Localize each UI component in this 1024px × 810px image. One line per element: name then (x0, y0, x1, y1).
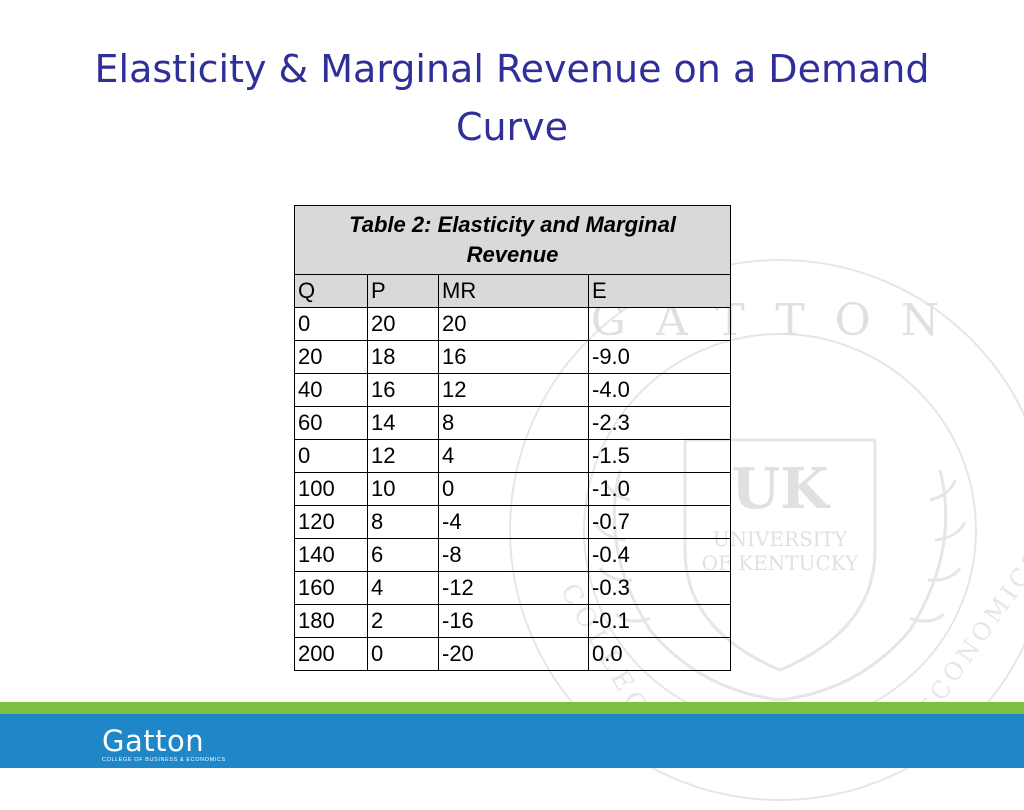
cell-e: -2.3 (587, 406, 732, 440)
logo-subtitle: COLLEGE OF BUSINESS & ECONOMICS (102, 757, 226, 763)
cell-e: -9.0 (587, 340, 732, 374)
cell-mr: -4 (438, 505, 589, 539)
cell-e (587, 307, 732, 341)
table-caption-row: Table 2: Elasticity and Marginal Revenue (293, 205, 732, 275)
cell-e: 0.0 (587, 637, 732, 671)
cell-mr: 8 (438, 406, 589, 440)
table-caption: Table 2: Elasticity and Marginal Revenue (293, 205, 732, 275)
cell-q: 60 (294, 406, 368, 440)
header-e: E (587, 274, 732, 308)
cell-e: -1.5 (587, 439, 732, 473)
cell-q: 140 (294, 538, 368, 572)
logo-wordmark: Gatton (102, 724, 205, 758)
cell-mr: 20 (438, 307, 589, 341)
cell-mr: -8 (438, 538, 589, 572)
header-q: Q (294, 274, 368, 308)
gatton-logo: Gatton COLLEGE OF BUSINESS & ECONOMICS (102, 726, 226, 764)
elasticity-table: Table 2: Elasticity and Marginal Revenue… (293, 205, 732, 671)
watermark-monogram: UK (731, 456, 831, 522)
cell-q: 0 (294, 307, 368, 341)
table-row: 60 14 8 -2.3 (294, 406, 732, 440)
cell-p: 8 (367, 505, 439, 539)
cell-q: 0 (294, 439, 368, 473)
table-row: 180 2 -16 -0.1 (294, 604, 732, 638)
cell-p: 10 (367, 472, 439, 506)
cell-mr: 4 (438, 439, 589, 473)
cell-mr: -12 (438, 571, 589, 605)
table-row: 140 6 -8 -0.4 (294, 538, 732, 572)
cell-mr: -20 (438, 637, 589, 671)
cell-q: 120 (294, 505, 368, 539)
footer-green-stripe (0, 702, 1024, 714)
cell-mr: 16 (438, 340, 589, 374)
table-row: 40 16 12 -4.0 (294, 373, 732, 407)
table-row: 100 10 0 -1.0 (294, 472, 732, 506)
cell-p: 14 (367, 406, 439, 440)
cell-e: -0.4 (587, 538, 732, 572)
table-row: 0 20 20 (294, 307, 732, 341)
cell-q: 40 (294, 373, 368, 407)
cell-p: 0 (367, 637, 439, 671)
cell-p: 6 (367, 538, 439, 572)
cell-q: 180 (294, 604, 368, 638)
watermark-university: UNIVERSITY (713, 527, 848, 551)
header-mr: MR (438, 274, 589, 308)
table-row: 20 18 16 -9.0 (294, 340, 732, 374)
header-p: P (367, 274, 439, 308)
cell-q: 100 (294, 472, 368, 506)
cell-p: 20 (367, 307, 439, 341)
watermark-right-arc: ECONOMICS (912, 543, 1024, 724)
cell-mr: 12 (438, 373, 589, 407)
cell-q: 20 (294, 340, 368, 374)
slide-title: Elasticity & Marginal Revenue on a Deman… (94, 47, 930, 149)
cell-q: 200 (294, 637, 368, 671)
cell-p: 12 (367, 439, 439, 473)
cell-mr: -16 (438, 604, 589, 638)
table-row: 200 0 -20 0.0 (294, 637, 732, 671)
table-row: 0 12 4 -1.5 (294, 439, 732, 473)
cell-e: -0.3 (587, 571, 732, 605)
cell-e: -1.0 (587, 472, 732, 506)
cell-q: 160 (294, 571, 368, 605)
cell-mr: 0 (438, 472, 589, 506)
cell-p: 4 (367, 571, 439, 605)
cell-p: 18 (367, 340, 439, 374)
cell-p: 2 (367, 604, 439, 638)
cell-e: -0.1 (587, 604, 732, 638)
table-header-row: Q P MR E (294, 274, 732, 308)
cell-p: 16 (367, 373, 439, 407)
table-row: 160 4 -12 -0.3 (294, 571, 732, 605)
table-row: 120 8 -4 -0.7 (294, 505, 732, 539)
cell-e: -4.0 (587, 373, 732, 407)
cell-e: -0.7 (587, 505, 732, 539)
